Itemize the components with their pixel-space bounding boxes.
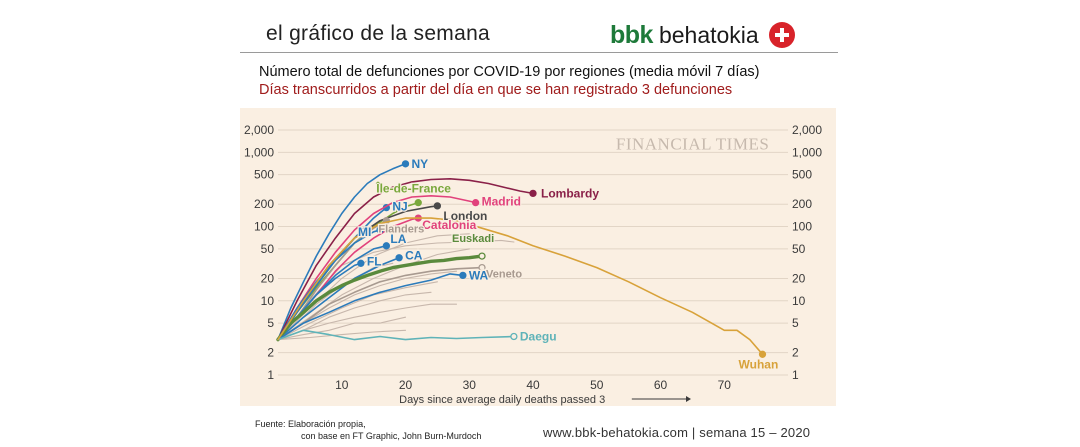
series-label-lombardy: Lombardy (541, 186, 599, 200)
series-label-madrid: Madrid (482, 195, 521, 209)
chart-subtitle-secondary: Días transcurridos a partir del día en q… (259, 82, 733, 98)
series-label-wuhan: Wuhan (739, 357, 779, 371)
series-label-daegu: Daegu (520, 330, 557, 344)
series-end-marker-madrid (471, 198, 480, 207)
series-end-marker-london (433, 202, 442, 210)
y-tick-label-right: 10 (792, 294, 806, 308)
x-tick-label: 10 (335, 378, 349, 392)
series-line-mi (277, 229, 381, 341)
series-line-madrid (277, 195, 477, 341)
y-tick-label-left: 5 (267, 316, 274, 330)
series-line-other-8 (277, 329, 407, 341)
series-end-marker-wuhan (758, 350, 767, 358)
y-tick-label-left: 1 (267, 368, 274, 382)
series-line-ny (277, 163, 407, 341)
series-line-daegu (277, 329, 515, 341)
y-tick-label-left: 500 (254, 168, 274, 182)
y-tick-label-left: 10 (261, 294, 275, 308)
x-tick-label: 70 (718, 378, 732, 392)
x-axis-arrow-head (686, 396, 691, 402)
series-end-marker-fl (357, 259, 365, 267)
series-label-euskadi: Euskadi (452, 233, 494, 245)
y-tick-label-right: 200 (792, 197, 812, 211)
series-label-veneto: Veneto (486, 269, 522, 281)
series-end-marker--le-de-france (414, 198, 422, 207)
series-line-lombardy (277, 178, 534, 341)
x-tick-label: 30 (463, 378, 477, 392)
footer-source-line2: con base en FT Graphic, John Burn-Murdoc… (301, 431, 482, 441)
x-tick-label: 40 (526, 378, 540, 392)
series-line-wa (277, 273, 464, 341)
series-label-fl: FL (367, 254, 382, 268)
series-line-other-3 (277, 281, 438, 341)
y-tick-label-right: 50 (792, 242, 806, 256)
covid-deaths-chart: 1 1 2 2 5 5 10 10 20 20 50 50 100 100 200 200 500 500 1,00… (240, 108, 836, 406)
y-tick-label-left: 100 (254, 220, 274, 234)
y-tick-label-right: 2 (792, 346, 799, 360)
y-tick-label-right: 1 (792, 368, 799, 382)
series-end-marker-ny (401, 160, 410, 168)
brand-logo: bbk behatokia (610, 20, 795, 50)
series-end-marker-ca (395, 254, 403, 262)
series-line-euskadi (276, 254, 484, 342)
series-line-ca (277, 256, 400, 341)
series-label-nj: NJ (392, 200, 407, 214)
brand-name: behatokia (658, 21, 759, 48)
series-line-wuhan (277, 217, 764, 356)
series-label-flanders: Flanders (378, 224, 424, 236)
series-line-other-6 (277, 316, 407, 341)
y-tick-label-left: 50 (261, 242, 275, 256)
series-label-ny: NY (412, 157, 429, 171)
series-label--le-de-france: Île-de-France (375, 181, 451, 196)
header-divider (240, 52, 838, 53)
series-label-london: London (443, 209, 487, 223)
series-end-marker-daegu (510, 332, 518, 341)
series-line-other-5 (277, 303, 458, 341)
series-line-veneto (277, 266, 483, 341)
series-end-marker-lombardy (529, 189, 537, 198)
footer-source-line1: Fuente: Elaboración propia, (255, 419, 366, 429)
y-tick-label-right: 500 (792, 168, 812, 182)
series-label-catalonia: Catalonia (422, 218, 476, 232)
series-end-marker-mi (376, 226, 384, 234)
y-tick-label-right: 5 (792, 316, 799, 330)
y-tick-label-left: 1,000 (244, 145, 274, 159)
series-end-marker-euskadi (478, 252, 486, 260)
chart-container: 1 1 2 2 5 5 10 10 20 20 50 50 100 100 200 200 500 500 1,00… (240, 108, 836, 406)
x-tick-label: 60 (654, 378, 668, 392)
series-end-marker-veneto (478, 263, 486, 272)
series-label-mi: MI (358, 225, 371, 239)
chart-subtitle-main: Número total de defunciones por COVID-19… (259, 64, 760, 80)
series-end-marker-la (382, 242, 391, 250)
y-tick-label-right: 20 (792, 271, 806, 285)
x-tick-label: 20 (399, 378, 413, 392)
y-tick-label-left: 20 (261, 271, 275, 285)
swiss-cross-icon (768, 22, 795, 48)
y-tick-label-left: 200 (254, 197, 274, 211)
y-tick-label-left: 2,000 (244, 123, 274, 137)
header-title: el gráfico de la semana (266, 22, 491, 45)
y-tick-label-right: 2,000 (792, 123, 822, 137)
x-tick-label: 50 (590, 378, 604, 392)
y-tick-label-right: 100 (792, 220, 812, 234)
brand-bbk: bbk (610, 20, 653, 49)
footer-site: www.bbk-behatokia.com | semana 15 – 2020 (543, 425, 811, 440)
watermark-text: FINANCIAL TIMES (616, 134, 769, 153)
series-end-marker-wa (459, 271, 467, 280)
y-tick-label-right: 1,000 (792, 145, 822, 159)
series-label-ca: CA (405, 249, 423, 263)
series-line-other-2 (277, 248, 470, 341)
footer-source: Fuente: Elaboración propia, con base en … (255, 418, 481, 442)
series-label-la: LA (390, 232, 406, 246)
series-label-wa: WA (469, 268, 489, 282)
y-tick-label-left: 2 (267, 346, 274, 360)
x-axis-label: Days since average daily deaths passed 3 (399, 394, 605, 406)
